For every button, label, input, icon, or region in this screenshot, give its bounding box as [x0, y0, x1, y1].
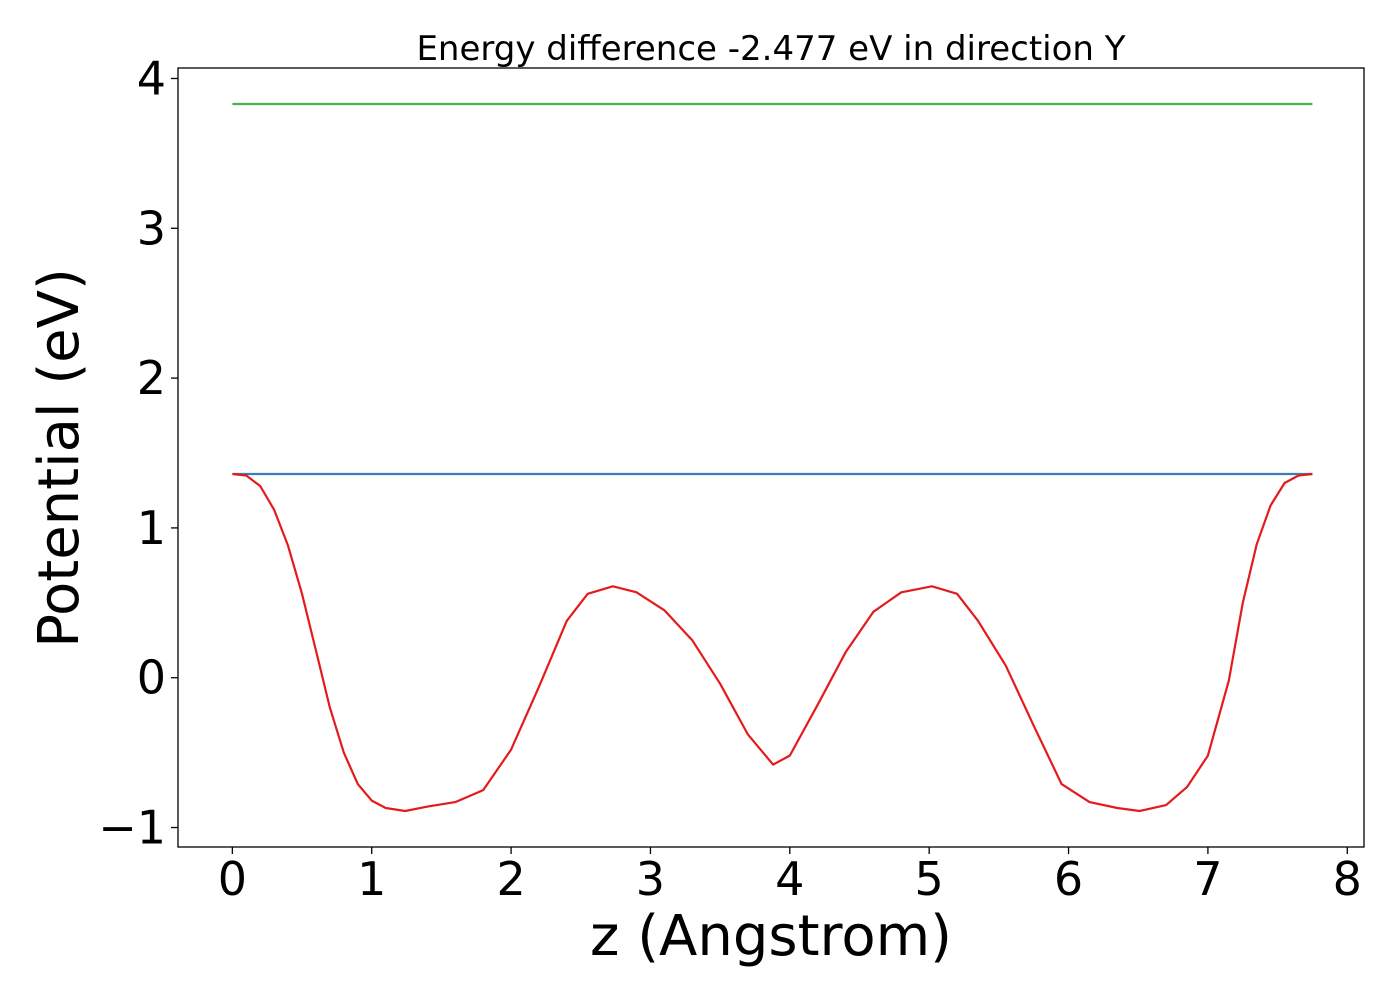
x-tick-label: 7	[1193, 852, 1222, 906]
plot-area	[232, 102, 1313, 813]
chart-title: Energy difference -2.477 eV in direction…	[416, 29, 1125, 69]
y-tick-label: 4	[137, 51, 166, 105]
series-line-2	[232, 472, 1313, 813]
x-tick-label: 2	[496, 852, 525, 906]
x-tick-label: 1	[357, 852, 386, 906]
x-tick-label: 5	[915, 852, 944, 906]
y-tick-label: 2	[137, 351, 166, 405]
y-tick-label: −1	[98, 801, 166, 855]
y-tick-label: 1	[137, 501, 166, 555]
x-axis-label: z (Angstrom)	[590, 904, 952, 969]
x-tick-label: 4	[775, 852, 804, 906]
x-tick-label: 3	[636, 852, 665, 906]
y-axis: −1 0 1 2 3 4	[98, 51, 178, 855]
x-tick-label: 0	[218, 852, 247, 906]
y-tick-label: 0	[137, 651, 166, 705]
x-tick-label: 8	[1333, 852, 1362, 906]
axes-frame	[177, 67, 1365, 848]
x-tick-label: 6	[1054, 852, 1083, 906]
y-axis-label: Potential (eV)	[27, 268, 92, 648]
y-tick-label: 3	[137, 201, 166, 255]
x-axis: 0 1 2 3 4 5 6 7 8	[218, 847, 1362, 906]
